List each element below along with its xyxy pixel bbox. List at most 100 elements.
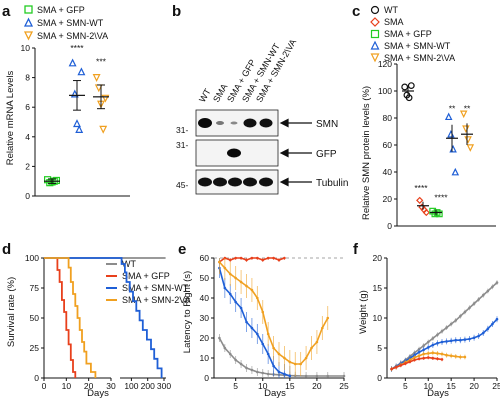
data-point [228, 352, 232, 356]
data-point [321, 326, 324, 330]
data-point [256, 296, 259, 300]
tick-label: 80 [383, 113, 393, 123]
panel-f-label: f [353, 241, 359, 258]
tick-label: 10 [200, 353, 210, 363]
data-point [99, 125, 108, 134]
data-point [239, 306, 243, 310]
data-point [299, 362, 302, 366]
data-point [445, 353, 448, 357]
tick-label: 100 [25, 253, 39, 263]
tick-label: 30 [106, 381, 116, 391]
data-point [405, 94, 413, 102]
y-axis-label: Relative mRNA Levels [5, 70, 16, 165]
data-point [261, 371, 265, 375]
significance-stars: **** [434, 192, 448, 202]
data-point [422, 208, 430, 217]
tick-label: 4 [25, 132, 30, 142]
data-point [459, 338, 462, 342]
x-axis-label: Days [264, 388, 286, 399]
lane-labels: WT SMA SMA + GFP SMA + SMN-WT SMA + SMN-… [197, 37, 298, 104]
tick-label: 5 [233, 381, 238, 391]
data-point [416, 196, 424, 204]
data-point [440, 352, 444, 356]
tick-label: 10 [21, 43, 31, 53]
data-point [401, 83, 409, 91]
data-point [68, 58, 77, 67]
data-point [431, 356, 435, 360]
data-point [436, 341, 439, 345]
panel-b: b WT SMA SMA + GFP SMA + SMN-WT SMA + SM… [172, 3, 348, 195]
data-point [468, 337, 471, 341]
y-axis-label: Latency to Right (s) [182, 271, 193, 353]
legend-marker-smnwt [370, 40, 380, 50]
data-point [449, 339, 453, 343]
legend-entry: SMA [384, 17, 404, 27]
data-point [239, 280, 243, 284]
tick-label: 0 [34, 373, 39, 383]
panel-a-label: a [2, 3, 11, 20]
tick-label: 25 [492, 381, 500, 391]
data-point [462, 125, 470, 133]
legend-entry: SMA + SMN-2VA [122, 295, 191, 305]
panel-f-plot: 0 5 10 15 20 5 10 15 20 25 [373, 253, 500, 391]
data-point [228, 292, 232, 296]
data-point [239, 256, 243, 260]
lane-label-wt: WT [197, 86, 213, 104]
band-label-tubulin: Tubulin [316, 178, 348, 189]
data-point [266, 256, 270, 260]
band [259, 118, 273, 128]
data-point [245, 258, 248, 262]
data-point [454, 338, 458, 342]
data-point [413, 356, 416, 359]
data-point [245, 366, 248, 370]
band [230, 121, 238, 125]
data-point [315, 340, 319, 344]
data-point [239, 362, 243, 366]
data-point [495, 317, 499, 321]
panel-e: e Latency to Right (s) Days 0 10 20 30 40 50 6… [178, 241, 349, 399]
data-point [228, 272, 232, 276]
significance-stars: **** [70, 43, 84, 53]
data-point [426, 340, 430, 344]
panel-f: f Weight (g) Days 0 5 10 15 20 5 10 15 20 25 [353, 241, 500, 399]
data-point [466, 144, 475, 152]
data-point [440, 340, 444, 344]
mw-marker: 31- [176, 140, 188, 150]
data-point [449, 354, 453, 358]
data-point [272, 256, 275, 260]
tick-label: 6 [25, 102, 30, 112]
data-point [463, 338, 467, 341]
data-point [477, 334, 480, 338]
data-point [445, 340, 448, 343]
legend-marker-wt [370, 5, 380, 15]
data-point [256, 332, 259, 336]
data-point [454, 355, 458, 358]
y-axis-label: Weight (g) [358, 290, 369, 334]
tick-label: 20 [84, 381, 94, 391]
tick-label: 15 [446, 381, 456, 391]
data-point [277, 370, 281, 374]
data-point [463, 355, 467, 359]
data-point [491, 285, 494, 289]
legend-marker-smnwt [23, 17, 34, 27]
tick-label: 10 [258, 381, 268, 391]
tick-label: 25 [30, 343, 40, 353]
tick-label: 200 [141, 381, 155, 391]
legend-entry: SMA + GFP [384, 29, 432, 39]
panel-d-label: d [2, 241, 11, 258]
data-point [426, 356, 430, 359]
data-point [266, 372, 270, 376]
significance-stars: ** [464, 103, 471, 113]
tick-label: 15 [373, 283, 383, 293]
tick-label: 30 [200, 313, 210, 323]
tick-label: 10 [62, 381, 72, 391]
data-point [449, 322, 453, 326]
data-point [440, 358, 444, 361]
band [243, 118, 257, 128]
series-line-wt [391, 282, 498, 370]
data-point [459, 110, 468, 119]
data-point [75, 125, 84, 133]
data-point [326, 374, 330, 378]
